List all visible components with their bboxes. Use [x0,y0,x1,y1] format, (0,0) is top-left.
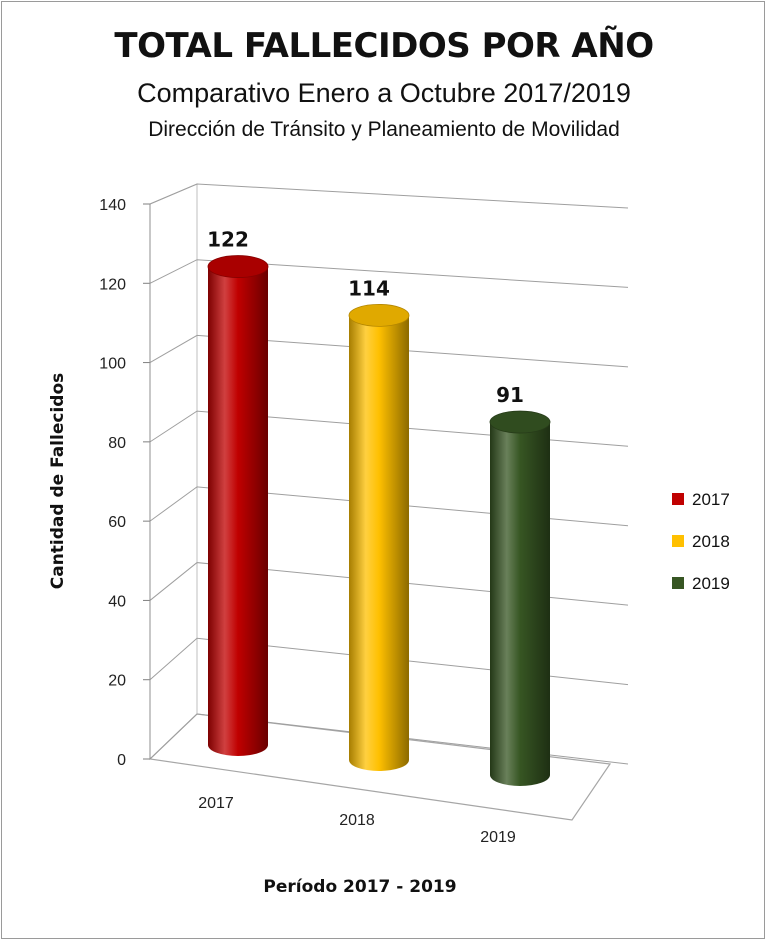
bar-body [349,315,409,771]
y-tick-label: 140 [99,197,126,214]
x-tick-label: 2019 [480,829,516,846]
legend-swatch [672,577,684,589]
chart-subtitle-secondary: Dirección de Tránsito y Planeamiento de … [148,118,620,141]
gridline [149,562,629,606]
data-label-2019: 91 [496,383,524,407]
gridline [149,259,629,288]
legend-swatch [672,493,684,505]
bar-body [208,266,268,756]
chart-title: TOTAL FALLECIDOS POR AÑO [114,26,654,66]
legend-label: 2017 [692,490,730,509]
gridline [149,486,629,527]
y-tick-label: 100 [99,356,126,373]
gridline [149,713,629,765]
legend-label: 2018 [692,532,730,551]
x-axis-label: Período 2017 - 2019 [263,877,456,897]
data-labels: 122 114 91 [207,228,524,407]
y-axis-ticks: 0 20 40 60 80 100 120 140 [99,197,151,769]
bar-top [348,303,410,327]
bar-top [207,255,269,278]
x-tick-label: 2018 [339,812,375,829]
gridline [149,334,629,368]
gridlines [149,183,629,765]
x-axis-categories: 2017 2018 2019 [198,795,516,846]
data-label-2017: 122 [207,228,249,252]
legend-label: 2019 [692,574,730,593]
y-tick-label: 20 [108,673,126,690]
gridline [149,183,629,209]
y-tick-label: 120 [99,276,126,293]
bar-top [489,410,551,434]
legend-swatch [672,535,684,547]
x-tick-label: 2017 [198,795,234,812]
bar-2018 [348,303,410,771]
bar-body [490,422,550,786]
bar-2017 [207,255,269,756]
bar-2019 [489,410,551,786]
y-tick-label: 40 [108,593,126,610]
gridline [149,637,629,686]
gridline [149,410,629,447]
legend: 2017 2018 2019 [672,490,730,593]
side-wall [149,183,198,761]
bars [207,255,551,786]
y-tick-label: 0 [117,752,126,769]
data-label-2018: 114 [348,276,390,300]
y-tick-label: 80 [108,435,126,452]
y-tick-label: 60 [108,514,126,531]
chart-subtitle: Comparativo Enero a Octubre 2017/2019 [137,78,631,108]
y-axis-label: Cantidad de Fallecidos [48,373,68,590]
